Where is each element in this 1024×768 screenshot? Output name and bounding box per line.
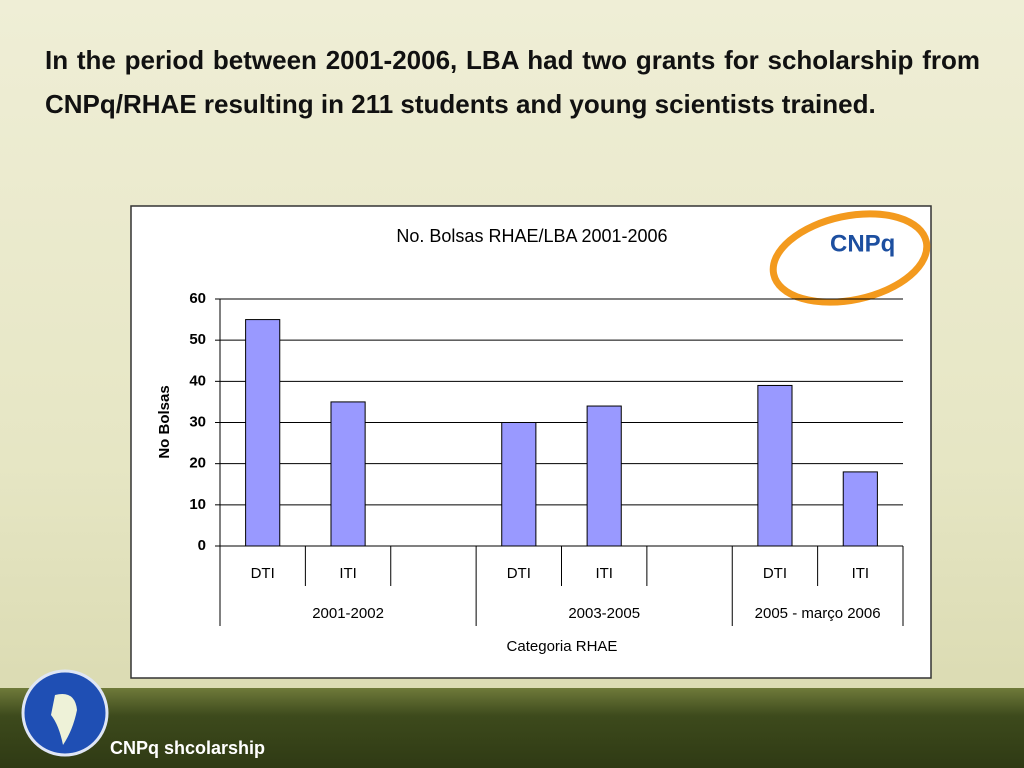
x-tick-label: ITI (595, 565, 613, 582)
bar (330, 401, 366, 547)
y-tick-label: 60 (189, 290, 206, 307)
x-tick-label: DTI (507, 565, 531, 582)
x-tick-label: ITI (852, 565, 870, 582)
x-axis-label: Categoria RHAE (507, 638, 618, 655)
bar (842, 471, 878, 547)
bar (245, 319, 281, 547)
y-tick-label: 30 (189, 413, 206, 430)
x-tick-label: ITI (339, 565, 357, 582)
x-tick-label: DTI (251, 565, 275, 582)
group-label: 2003-2005 (568, 605, 640, 622)
chart-title: No. Bolsas RHAE/LBA 2001-2006 (396, 226, 667, 246)
group-label: 2005 - março 2006 (755, 605, 881, 622)
bar (586, 405, 622, 547)
y-tick-label: 20 (189, 455, 206, 472)
x-tick-label: DTI (763, 565, 787, 582)
bar (757, 384, 793, 547)
heading: In the period between 2001-2006, LBA had… (45, 45, 980, 119)
y-tick-label: 50 (189, 331, 206, 348)
bar (501, 422, 537, 547)
footer: CNPq shcolarship (110, 738, 266, 758)
y-axis-label: No Bolsas (156, 385, 173, 458)
grass-band (0, 688, 1024, 768)
group-label: 2001-2002 (312, 605, 384, 622)
logo-text: CNPq (830, 230, 895, 257)
globe-icon (21, 669, 109, 757)
y-tick-label: 0 (198, 537, 206, 554)
y-tick-label: 40 (189, 372, 206, 389)
y-tick-label: 10 (189, 496, 206, 513)
